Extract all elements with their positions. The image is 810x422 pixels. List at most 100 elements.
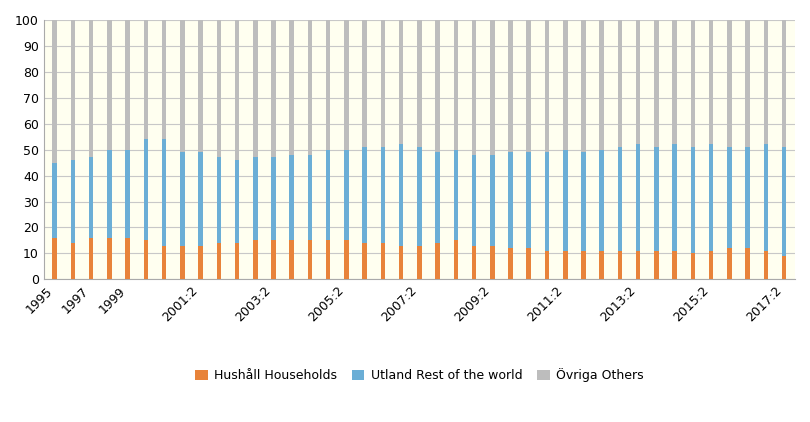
Bar <box>326 150 330 241</box>
Bar <box>654 20 659 147</box>
Bar <box>454 241 458 279</box>
Bar <box>526 20 531 152</box>
Bar <box>180 246 185 279</box>
Bar <box>490 246 495 279</box>
Bar <box>143 241 148 279</box>
Bar <box>271 157 275 241</box>
Bar <box>672 20 677 144</box>
Bar <box>526 152 531 248</box>
Bar <box>89 157 93 238</box>
Bar <box>399 20 403 144</box>
Bar <box>672 144 677 251</box>
Bar <box>508 20 513 152</box>
Bar <box>563 251 568 279</box>
Bar <box>672 251 677 279</box>
Bar <box>782 256 787 279</box>
Bar <box>727 20 731 147</box>
Bar <box>271 241 275 279</box>
Bar <box>636 144 641 251</box>
Bar <box>362 147 367 243</box>
Bar <box>582 20 586 152</box>
Bar <box>745 147 750 248</box>
Bar <box>381 147 386 243</box>
Bar <box>435 20 440 152</box>
Bar <box>143 20 148 139</box>
Bar <box>180 20 185 152</box>
Bar <box>198 152 202 246</box>
Bar <box>618 20 622 147</box>
Bar <box>235 243 239 279</box>
Bar <box>216 157 221 243</box>
Bar <box>435 152 440 243</box>
Bar <box>253 241 258 279</box>
Legend: Hushåll Households, Utland Rest of the world, Övriga Others: Hushåll Households, Utland Rest of the w… <box>190 363 649 387</box>
Bar <box>271 20 275 157</box>
Bar <box>53 238 57 279</box>
Bar <box>143 139 148 241</box>
Bar <box>326 241 330 279</box>
Bar <box>782 147 787 256</box>
Bar <box>289 241 294 279</box>
Bar <box>162 139 166 246</box>
Bar <box>709 144 714 251</box>
Bar <box>435 243 440 279</box>
Bar <box>764 20 768 144</box>
Bar <box>326 20 330 150</box>
Bar <box>545 20 549 152</box>
Bar <box>417 147 422 246</box>
Bar <box>381 20 386 147</box>
Bar <box>89 238 93 279</box>
Bar <box>599 251 604 279</box>
Bar <box>308 20 312 155</box>
Bar <box>198 246 202 279</box>
Bar <box>107 150 112 238</box>
Bar <box>162 20 166 139</box>
Bar <box>53 162 57 238</box>
Bar <box>471 155 476 246</box>
Bar <box>508 152 513 248</box>
Bar <box>764 144 768 251</box>
Bar <box>654 147 659 251</box>
Bar <box>89 20 93 157</box>
Bar <box>545 152 549 251</box>
Bar <box>417 246 422 279</box>
Bar <box>745 248 750 279</box>
Bar <box>180 152 185 246</box>
Bar <box>745 20 750 147</box>
Bar <box>235 20 239 160</box>
Bar <box>107 238 112 279</box>
Bar <box>198 20 202 152</box>
Bar <box>599 150 604 251</box>
Bar <box>417 20 422 147</box>
Bar <box>70 243 75 279</box>
Bar <box>545 251 549 279</box>
Bar <box>70 160 75 243</box>
Bar <box>289 155 294 241</box>
Bar <box>70 20 75 160</box>
Bar <box>53 20 57 162</box>
Bar <box>691 147 695 253</box>
Bar <box>216 243 221 279</box>
Bar <box>563 150 568 251</box>
Bar <box>490 20 495 155</box>
Bar <box>399 144 403 246</box>
Bar <box>253 20 258 157</box>
Bar <box>764 251 768 279</box>
Bar <box>471 246 476 279</box>
Bar <box>691 253 695 279</box>
Bar <box>563 20 568 150</box>
Bar <box>126 238 130 279</box>
Bar <box>126 20 130 150</box>
Bar <box>454 20 458 150</box>
Bar <box>782 20 787 147</box>
Bar <box>162 246 166 279</box>
Bar <box>490 155 495 246</box>
Bar <box>636 20 641 144</box>
Bar <box>289 20 294 155</box>
Bar <box>308 241 312 279</box>
Bar <box>344 241 349 279</box>
Bar <box>599 20 604 150</box>
Bar <box>618 147 622 251</box>
Bar <box>636 251 641 279</box>
Bar <box>399 246 403 279</box>
